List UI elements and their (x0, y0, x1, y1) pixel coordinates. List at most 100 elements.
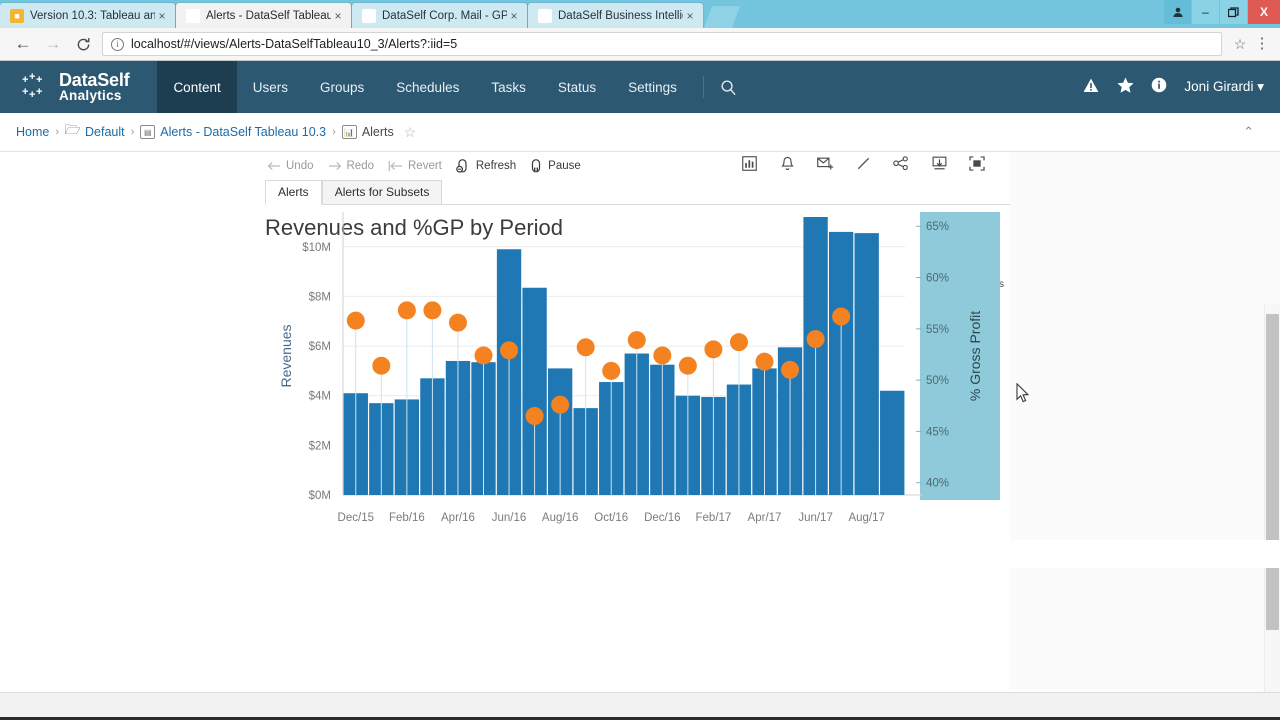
browser-tab-3[interactable]: DS DataSelf Business Intellig × (528, 3, 703, 28)
nav-item-content[interactable]: Content (157, 61, 237, 113)
close-icon[interactable]: × (158, 8, 166, 23)
page-scrollbar-thumb[interactable] (1266, 314, 1279, 630)
browser-menu-icon[interactable]: ⋮ (1254, 34, 1270, 52)
share-icon[interactable] (882, 156, 920, 176)
gp-point-Apr/16[interactable] (448, 313, 467, 332)
mouse-cursor (1016, 382, 1030, 403)
nav-item-status[interactable]: Status (557, 79, 597, 95)
undo-arrow-icon (267, 160, 281, 172)
gp-point-Dec/15[interactable] (346, 311, 365, 330)
user-name: Joni Girardi (1184, 79, 1254, 94)
gp-point-Nov/16[interactable] (627, 331, 646, 350)
gp-point-Jul/16[interactable] (525, 407, 544, 426)
browser-tab-2[interactable]: M DataSelf Corp. Mail - GP × (352, 3, 527, 28)
gp-point-Jun/17[interactable] (806, 330, 825, 349)
edit-pencil-icon[interactable] (844, 156, 882, 176)
close-icon[interactable]: × (334, 8, 342, 23)
favorites-star-icon[interactable] (1108, 77, 1142, 97)
revert-button[interactable]: Revert (384, 160, 446, 172)
gp-point-Dec/16[interactable] (653, 346, 672, 365)
y2tick-label: 45% (926, 426, 949, 438)
nav-item-groups[interactable]: Groups (320, 79, 365, 95)
browser-toolbar: ← → i localhost/#/views/Alerts-DataSelfT… (0, 28, 1280, 61)
alert-icon[interactable] (1074, 78, 1108, 97)
user-menu[interactable]: Joni Girardi ▾ (1184, 79, 1264, 95)
browser-tab-1[interactable]: ✦ Alerts - DataSelf Tableau × (176, 3, 351, 28)
gp-point-Aug/16[interactable] (551, 395, 570, 414)
close-icon[interactable]: × (510, 8, 518, 23)
address-bar[interactable]: i localhost/#/views/Alerts-DataSelfTable… (102, 32, 1222, 56)
redo-arrow-icon (328, 160, 342, 172)
right-axis-highlight (920, 212, 1000, 500)
refresh-button[interactable]: Refresh (452, 159, 520, 173)
bookmark-star-icon[interactable]: ☆ (1233, 35, 1247, 52)
nav-right-group: Joni Girardi ▾ (1074, 77, 1280, 97)
subscribe-mail-icon[interactable] (806, 156, 844, 176)
y-axis-title: Revenues (278, 324, 294, 387)
tableau-icon: ✦ (186, 8, 200, 23)
forward-button[interactable]: → (44, 34, 62, 53)
view-data-icon[interactable] (730, 156, 768, 176)
gp-point-Feb/17[interactable] (704, 340, 723, 359)
chart-container: Revenues and %GP by Period % GP Revenues… (265, 207, 1010, 692)
gp-point-Jul/17[interactable] (832, 307, 851, 326)
tab-alerts[interactable]: Alerts (265, 180, 322, 205)
y2-axis-title: % Gross Profit (967, 311, 983, 401)
maximize-button[interactable] (1220, 0, 1247, 24)
gp-point-Sep/16[interactable] (576, 338, 595, 357)
viz-toolbar-right (730, 156, 1010, 177)
nav-item-schedules[interactable]: Schedules (396, 79, 460, 95)
bar-Sep/17[interactable] (880, 390, 905, 495)
brand-line-1: DataSelf (59, 69, 130, 90)
window-controls: – X (1163, 0, 1280, 26)
breadcrumb-home[interactable]: Home (16, 125, 50, 139)
nav-item-tasks[interactable]: Tasks (491, 79, 526, 95)
collapse-chevron-icon[interactable]: ⌃ (1243, 124, 1254, 139)
gp-point-Jun/16[interactable] (500, 341, 519, 360)
tab-alerts-for-subsets[interactable]: Alerts for Subsets (321, 180, 443, 205)
reload-button[interactable] (68, 29, 98, 59)
fullscreen-icon[interactable] (958, 156, 996, 176)
close-window-button[interactable]: X (1248, 0, 1280, 24)
user-profile-icon[interactable] (1164, 0, 1191, 24)
url-text: localhost/#/views/Alerts-DataSelfTableau… (131, 37, 458, 51)
back-button[interactable]: ← (14, 34, 32, 53)
gp-point-Jan/16[interactable] (372, 356, 391, 375)
xtick-label: Dec/15 (338, 512, 374, 524)
chart-title: Revenues and %GP by Period (265, 215, 563, 240)
plot-area[interactable]: $0M $2M $4M $6M $8M $10M Revenues 40% 45% 50% 55% 6… (265, 207, 1010, 547)
alerts-bell-icon[interactable] (768, 156, 806, 177)
gp-point-May/17[interactable] (781, 360, 800, 379)
undo-button[interactable]: Undo (263, 160, 318, 172)
breadcrumb-project[interactable]: Default (85, 125, 125, 139)
nav-item-users[interactable]: Users (252, 79, 288, 95)
gp-point-Feb/16[interactable] (397, 301, 416, 320)
redo-button[interactable]: Redo (324, 160, 379, 172)
page-info-icon[interactable]: i (111, 37, 124, 51)
breadcrumb-workbook[interactable]: Alerts - DataSelf Tableau 10.3 (160, 125, 327, 139)
gp-point-Mar/17[interactable] (729, 333, 748, 352)
close-icon[interactable]: × (686, 8, 694, 23)
gp-point-Oct/16[interactable] (602, 361, 621, 380)
nav-item-settings[interactable]: Settings (628, 79, 677, 95)
dataself-logo[interactable]: + + + + + + DataSelf Analytics (22, 69, 130, 103)
minimize-button[interactable]: – (1192, 0, 1219, 24)
new-tab-button[interactable] (703, 6, 741, 28)
gp-point-Apr/17[interactable] (755, 352, 774, 371)
ytick-label: $0M (309, 490, 331, 502)
gp-point-Jan/17[interactable] (678, 356, 697, 375)
browser-tab-strip: ■ Version 10.3: Tableau an × ✦ Alerts - … (0, 0, 741, 28)
search-icon[interactable] (708, 61, 749, 113)
browser-tab-0[interactable]: ■ Version 10.3: Tableau an × (0, 3, 175, 28)
breadcrumb-separator: › (130, 126, 135, 138)
chart-svg[interactable]: $0M $2M $4M $6M $8M $10M Revenues 40% 45% 50% 55% 6… (265, 207, 1010, 557)
download-icon[interactable] (920, 156, 958, 177)
browser-tab-title: DataSelf Corp. Mail - GP (382, 9, 507, 22)
app-nav-bar: + + + + + + DataSelf Analytics Content Users… (0, 61, 1280, 113)
gp-point-May/16[interactable] (474, 346, 493, 365)
favorite-star-icon[interactable]: ☆ (403, 123, 417, 140)
bar-Aug/17[interactable] (854, 233, 879, 496)
info-icon[interactable] (1142, 77, 1176, 97)
pause-button[interactable]: Pause (526, 159, 585, 173)
gp-point-Mar/16[interactable] (423, 301, 442, 320)
